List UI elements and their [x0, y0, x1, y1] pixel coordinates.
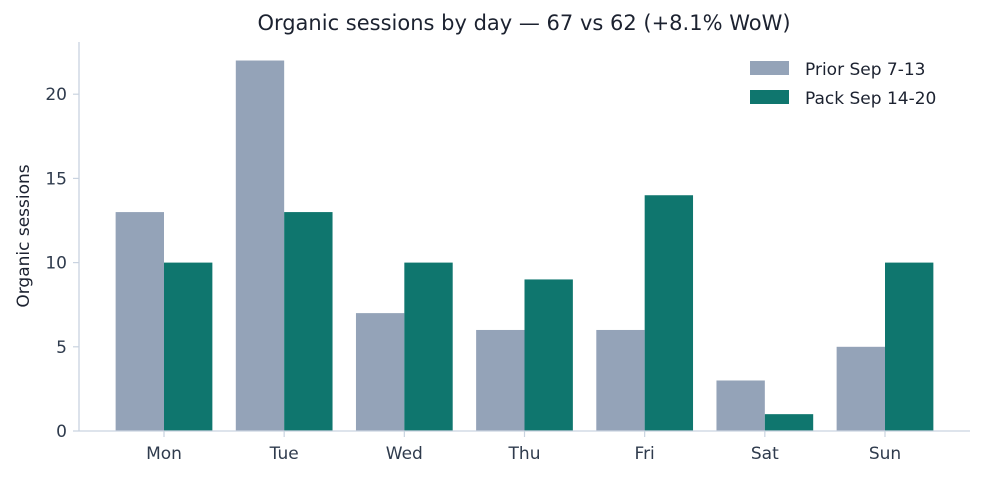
y-tick-label-15: 15 [45, 169, 67, 189]
bar-pack-sat [764, 414, 814, 431]
y-ticks-group: 0 5 10 15 20 [45, 85, 79, 442]
chart-title: Organic sessions by day — 67 vs 62 (+8.1… [257, 11, 790, 35]
bar-prior-fri [596, 329, 645, 431]
bars-group [115, 60, 934, 432]
bar-prior-thu [476, 329, 525, 431]
bar-pack-sun [885, 262, 934, 431]
bar-pack-fri [644, 195, 694, 431]
y-tick-label-20: 20 [45, 85, 67, 105]
bar-pack-mon [164, 262, 213, 431]
legend-swatch-prior [750, 61, 789, 75]
bar-pack-tue [284, 212, 333, 431]
y-axis-label: Organic sessions [14, 164, 34, 307]
bar-prior-mon [115, 212, 164, 431]
bar-prior-tue [235, 60, 285, 432]
bar-prior-wed [355, 313, 405, 431]
legend: Prior Sep 7-13 Pack Sep 14-20 [750, 60, 936, 109]
bar-prior-sat [716, 380, 765, 431]
y-tick-label-10: 10 [45, 254, 67, 274]
bar-prior-sun [836, 346, 885, 431]
bar-pack-thu [524, 279, 573, 431]
x-tick-label-wed: Wed [386, 444, 423, 464]
x-tick-label-mon: Mon [146, 444, 182, 464]
legend-label-prior: Prior Sep 7-13 [805, 60, 926, 80]
x-tick-label-thu: Thu [508, 444, 541, 464]
x-tick-label-sun: Sun [869, 444, 901, 464]
x-ticks-group: Mon Tue Wed Thu Fri Sat Sun [146, 431, 901, 464]
y-tick-label-5: 5 [56, 338, 67, 358]
bar-pack-wed [404, 262, 453, 431]
legend-label-pack: Pack Sep 14-20 [805, 89, 936, 109]
x-tick-label-tue: Tue [269, 444, 299, 464]
y-tick-label-0: 0 [56, 422, 67, 442]
x-tick-label-fri: Fri [635, 444, 655, 464]
legend-swatch-pack [750, 90, 789, 104]
x-tick-label-sat: Sat [751, 444, 779, 464]
